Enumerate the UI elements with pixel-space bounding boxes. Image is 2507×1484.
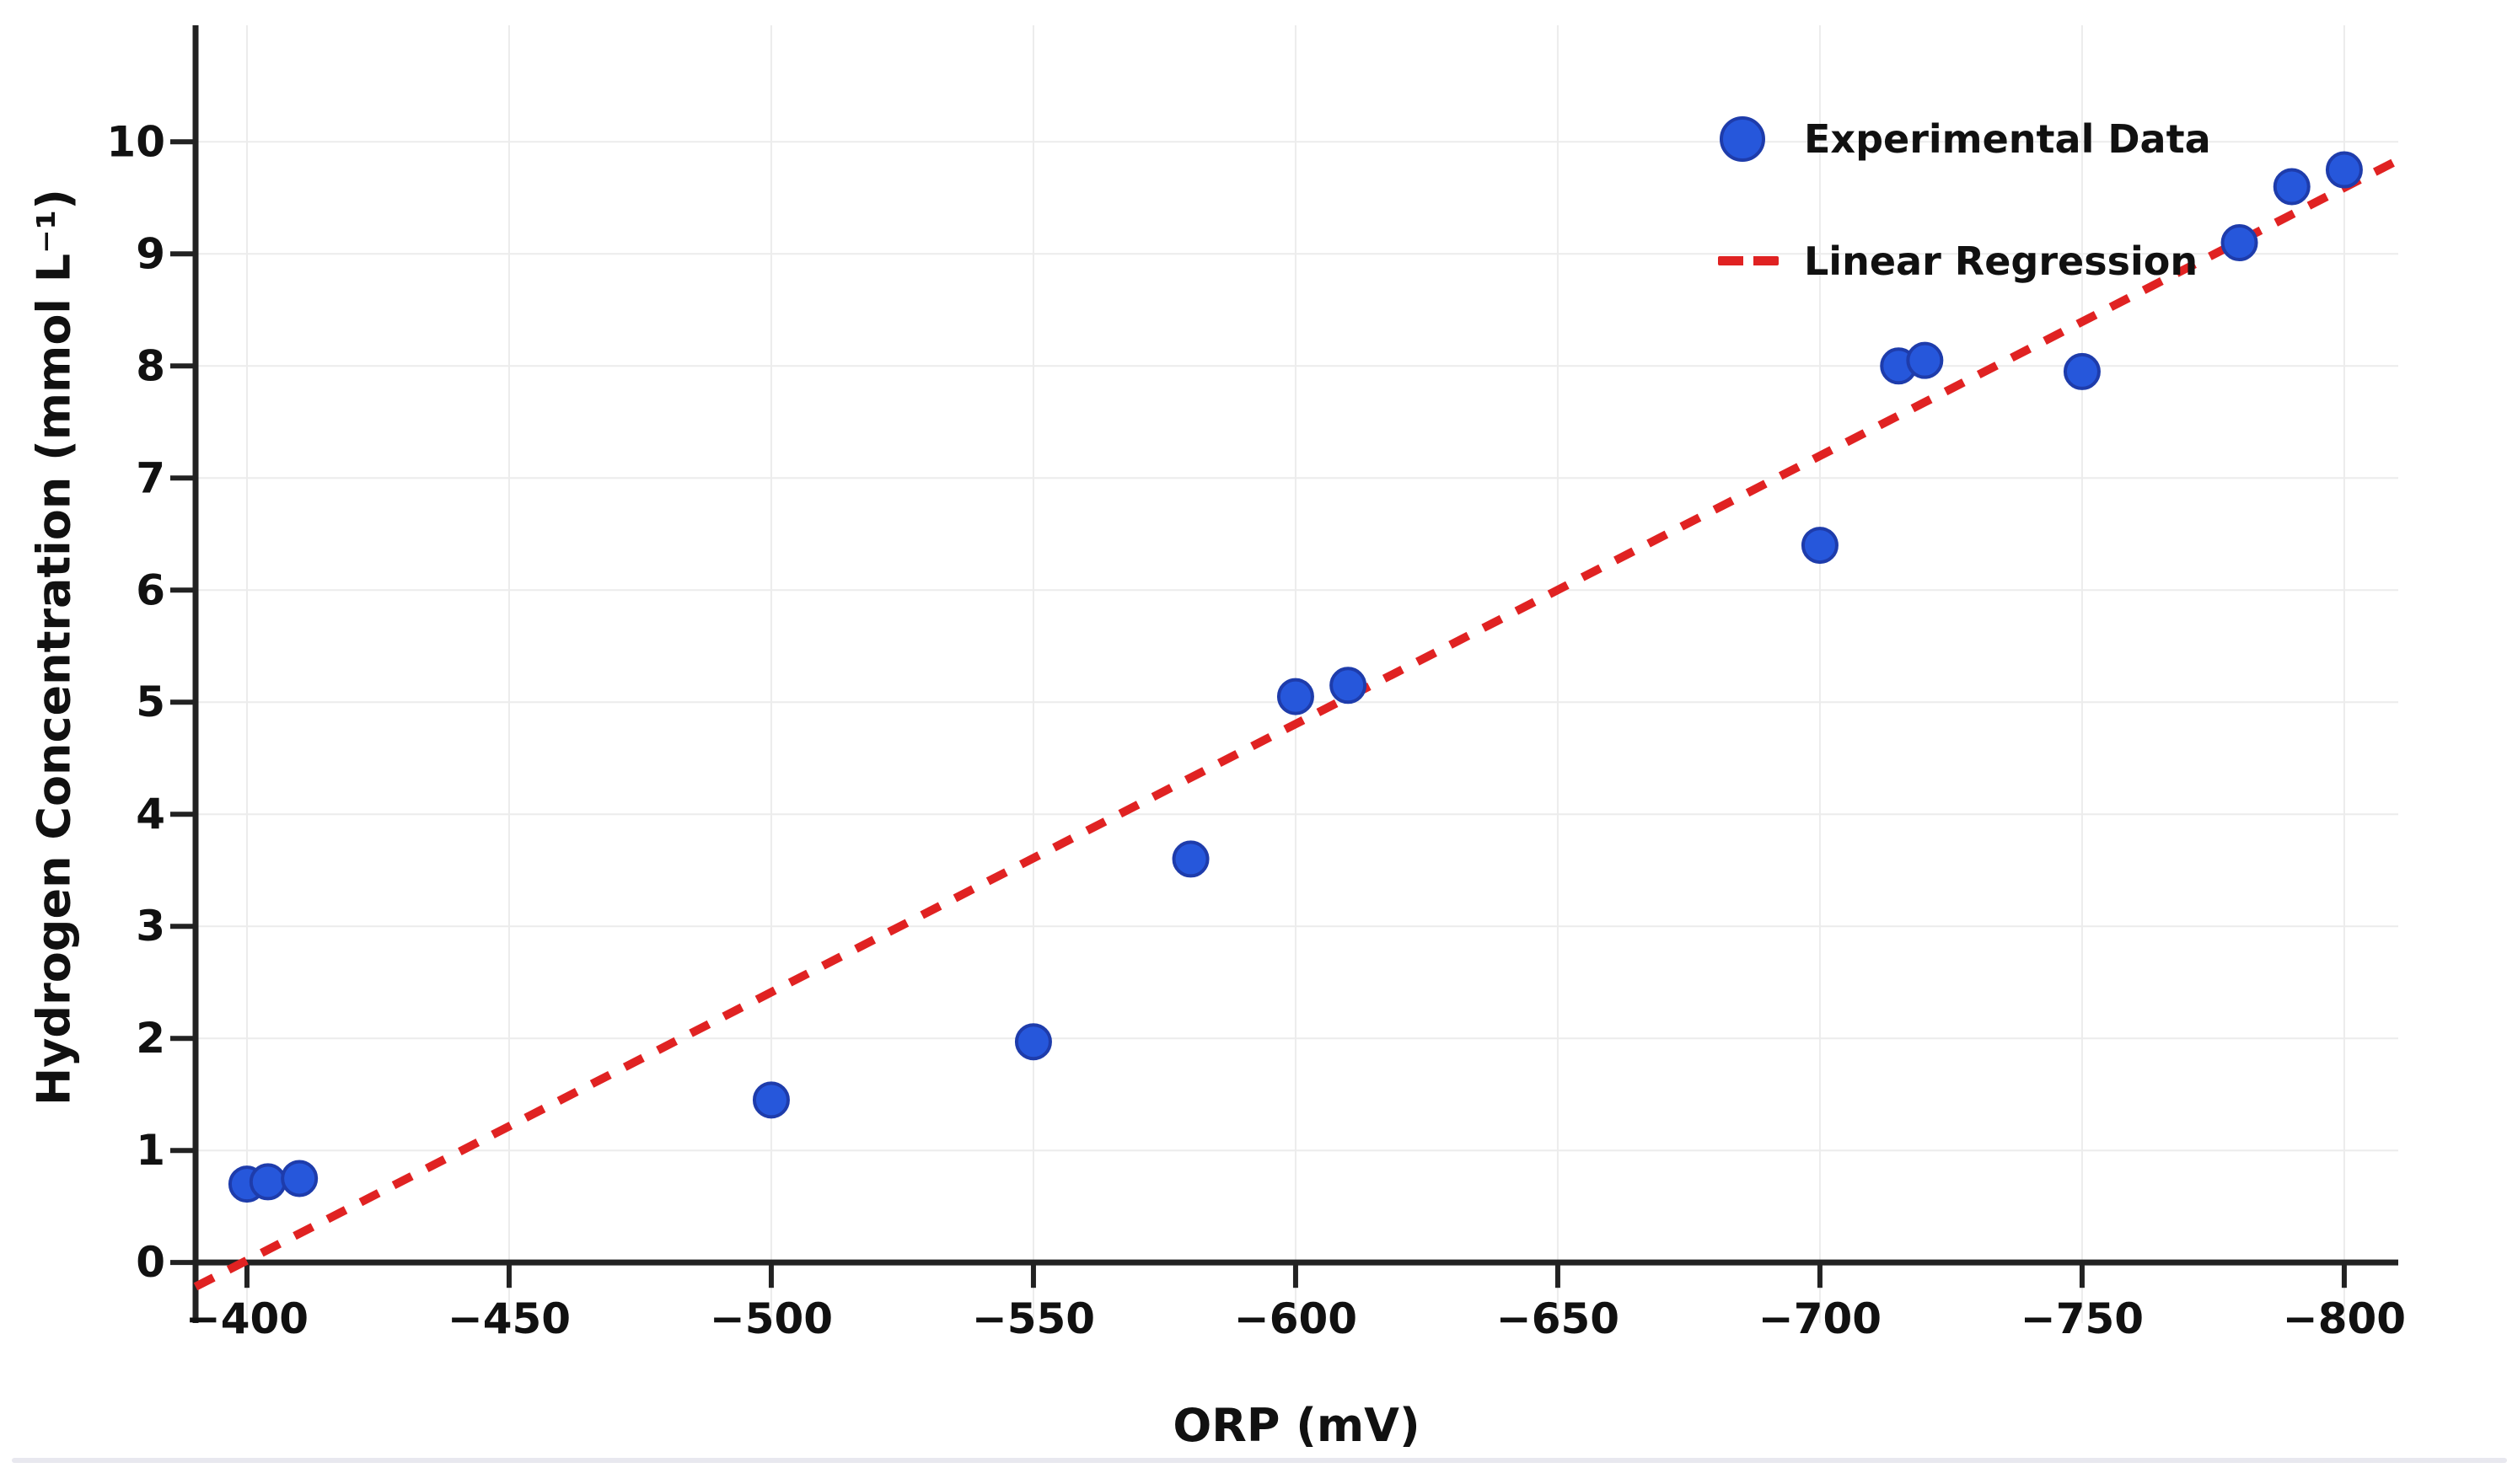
legend-label-experimental-data: Experimental Data	[1804, 115, 2211, 162]
legend: Experimental Data Linear Regression	[1718, 78, 2211, 322]
y-tick-label: 8	[136, 341, 165, 390]
legend-icon-wrap	[1718, 256, 1780, 265]
data-point	[2273, 168, 2311, 206]
legend-icon-wrap	[1718, 115, 1780, 162]
y-tick-label: 0	[136, 1238, 165, 1287]
regression-line	[193, 156, 2401, 1291]
y-tick-label: 3	[136, 902, 165, 951]
x-tick-label: −750	[2021, 1294, 2144, 1343]
bottom-divider	[12, 1458, 2507, 1463]
data-point	[752, 1081, 790, 1119]
dashed-line-icon	[1718, 256, 1779, 265]
y-tick-label: 7	[136, 453, 165, 502]
data-point	[1172, 840, 1210, 878]
x-tick-label: −400	[185, 1294, 309, 1343]
x-tick-label: −700	[1758, 1294, 1882, 1343]
legend-label-linear-regression: Linear Regression	[1804, 238, 2198, 284]
y-tick-label: 6	[136, 565, 165, 614]
data-point	[281, 1160, 319, 1197]
y-tick-label: 5	[136, 678, 165, 726]
x-tick-label: −550	[972, 1294, 1095, 1343]
data-point	[1014, 1023, 1052, 1061]
x-axis-title: ORP (mV)	[1173, 1399, 1420, 1452]
y-tick-label: 2	[136, 1014, 165, 1063]
x-tick-label: −450	[448, 1294, 571, 1343]
legend-item-linear-regression: Linear Regression	[1718, 200, 2211, 322]
y-axis-title: Hydrogen Concentration (mmol L⁻¹)	[27, 189, 81, 1106]
scatter-marker-icon	[1720, 115, 1765, 162]
data-point	[1906, 341, 1944, 379]
y-tick-label: 10	[106, 117, 165, 166]
x-tick-label: −600	[1234, 1294, 1357, 1343]
y-tick-label: 9	[136, 229, 165, 278]
x-tick-label: −500	[710, 1294, 833, 1343]
y-tick-label: 1	[136, 1126, 165, 1175]
data-point	[2063, 352, 2101, 390]
x-tick-label: −650	[1496, 1294, 1619, 1343]
x-tick-label: −800	[2283, 1294, 2406, 1343]
data-point	[1329, 667, 1367, 704]
data-point	[249, 1163, 287, 1201]
data-point	[1276, 678, 1314, 715]
data-point	[2220, 223, 2258, 261]
data-point	[1801, 527, 1839, 565]
legend-item-experimental-data: Experimental Data	[1718, 78, 2211, 200]
y-tick-label: 4	[136, 790, 165, 838]
data-point	[2325, 151, 2363, 189]
